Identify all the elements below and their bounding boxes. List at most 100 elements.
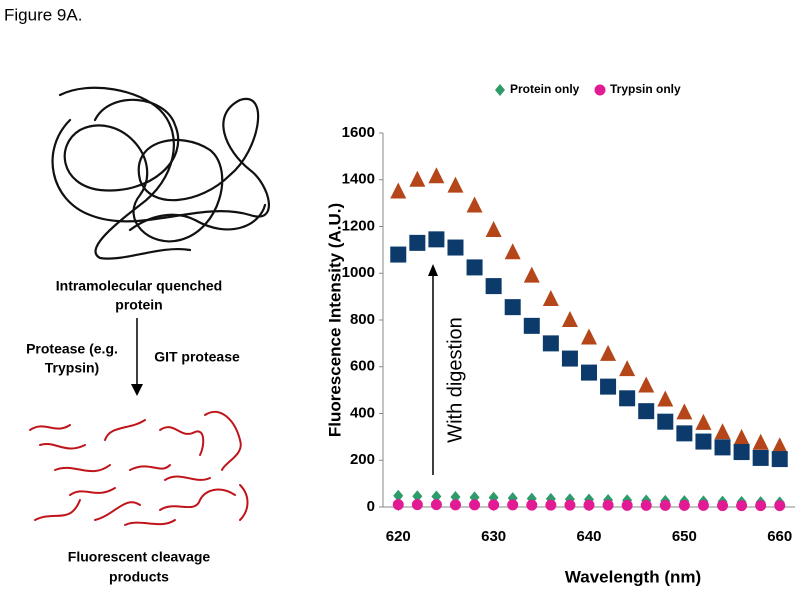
marker-triangle: [409, 170, 426, 187]
marker-triangle: [542, 289, 559, 306]
x-axis-label: Wavelength (nm): [565, 567, 701, 586]
marker-square: [600, 378, 617, 395]
annotation-arrow-head: [428, 264, 438, 276]
marker-circle: [594, 84, 606, 96]
marker-circle: [526, 499, 538, 511]
marker-triangle: [504, 243, 521, 260]
protein-tangle: [51, 86, 270, 260]
marker-square: [771, 451, 788, 468]
marker-circle: [488, 499, 500, 511]
marker-square: [561, 350, 578, 367]
marker-square: [638, 403, 655, 420]
y-tick-label: 400: [350, 404, 375, 421]
marker-square: [447, 239, 464, 256]
marker-circle: [392, 499, 404, 511]
marker-square: [466, 259, 483, 276]
marker-triangle: [638, 376, 655, 393]
marker-circle: [678, 499, 690, 511]
y-tick-label: 1400: [342, 171, 375, 188]
annotation: With digestion: [444, 317, 466, 443]
y-tick-label: 1200: [342, 217, 375, 234]
y-tick-label: 1000: [342, 264, 375, 281]
marker-square: [523, 317, 540, 334]
marker-square: [504, 299, 521, 316]
marker-diamond: [431, 490, 442, 503]
marker-triangle: [447, 176, 464, 193]
diagram-label: Trypsin): [45, 360, 99, 376]
marker-circle: [430, 499, 442, 511]
marker-triangle: [523, 266, 540, 283]
diagram-label: Intramolecular quenched: [56, 278, 222, 294]
marker-square: [428, 231, 445, 248]
marker-circle: [774, 500, 786, 512]
marker-triangle: [485, 221, 502, 238]
marker-triangle: [428, 167, 445, 184]
marker-square: [695, 433, 712, 450]
x-tick-label: 650: [672, 528, 697, 545]
arrow-head: [131, 384, 143, 396]
marker-diamond: [495, 84, 505, 96]
marker-square: [752, 449, 769, 466]
marker-triangle: [657, 390, 674, 407]
x-tick-label: 640: [576, 528, 601, 545]
marker-triangle: [771, 437, 788, 454]
marker-circle: [736, 500, 748, 512]
marker-circle: [583, 499, 595, 511]
marker-circle: [640, 499, 652, 511]
fragments: [29, 410, 249, 526]
figure-label: Figure 9A.: [4, 5, 82, 24]
marker-square: [619, 390, 636, 407]
diagram-label: Fluorescent cleavage: [68, 549, 211, 565]
marker-circle: [449, 499, 461, 511]
marker-circle: [697, 499, 709, 511]
marker-triangle: [600, 344, 617, 361]
marker-triangle: [714, 423, 731, 440]
marker-triangle: [676, 403, 693, 420]
y-tick-label: 1600: [342, 124, 375, 141]
marker-circle: [507, 499, 519, 511]
marker-square: [485, 278, 502, 295]
marker-square: [657, 413, 674, 430]
marker-square: [733, 444, 750, 461]
marker-diamond: [412, 490, 423, 503]
marker-circle: [564, 499, 576, 511]
marker-triangle: [695, 413, 712, 430]
x-tick-label: 660: [767, 528, 792, 545]
marker-diamond: [450, 490, 461, 503]
marker-circle: [411, 499, 423, 511]
y-axis-label: Fluorescence Intensity (A.U.): [325, 203, 344, 437]
x-tick-label: 620: [386, 528, 411, 545]
diagram-label: GIT protease: [154, 349, 240, 365]
marker-square: [581, 364, 597, 381]
marker-circle: [755, 500, 767, 512]
marker-triangle: [752, 433, 769, 450]
marker-triangle: [561, 311, 578, 327]
marker-square: [542, 335, 559, 352]
marker-circle: [621, 499, 633, 511]
diagram-label: Protease (e.g.: [26, 341, 118, 357]
diagram-label: protein: [115, 297, 162, 313]
marker-triangle: [619, 360, 636, 377]
y-tick-label: 200: [350, 451, 375, 468]
marker-triangle: [466, 196, 483, 213]
marker-diamond: [393, 489, 404, 502]
diagram-label: products: [109, 569, 169, 585]
legend-label: Protein only: [510, 82, 580, 96]
marker-square: [714, 439, 731, 456]
y-tick-label: 0: [367, 498, 375, 515]
y-tick-label: 800: [350, 311, 375, 328]
marker-circle: [717, 500, 729, 512]
marker-circle: [659, 499, 671, 511]
marker-triangle: [733, 429, 750, 446]
marker-triangle: [390, 182, 407, 199]
legend-label: Trypsin only: [610, 82, 681, 96]
y-tick-label: 600: [350, 358, 375, 375]
marker-triangle: [581, 328, 597, 345]
marker-square: [676, 425, 693, 442]
x-tick-label: 630: [481, 528, 506, 545]
marker-square: [390, 246, 407, 263]
marker-circle: [602, 499, 614, 511]
marker-circle: [545, 499, 557, 511]
marker-circle: [469, 499, 481, 511]
